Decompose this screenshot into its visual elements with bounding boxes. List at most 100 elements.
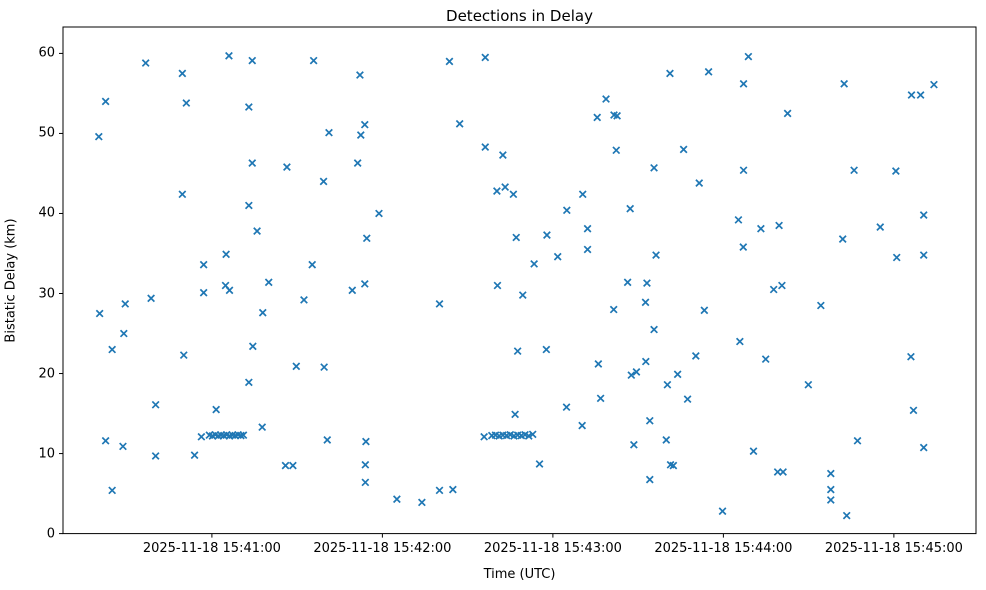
data-point — [916, 91, 925, 99]
data-point — [258, 423, 267, 432]
data-point — [178, 190, 187, 199]
data-point — [826, 485, 835, 494]
x-tick-label: 2025-11-18 15:42:00 — [313, 540, 452, 556]
data-point — [553, 252, 562, 261]
data-point — [666, 69, 674, 78]
data-point — [679, 145, 688, 154]
data-point — [718, 507, 727, 516]
data-point — [892, 253, 901, 262]
data-point — [756, 224, 765, 233]
data-point — [513, 347, 522, 356]
data-point — [535, 460, 544, 468]
data-point — [739, 79, 748, 88]
data-point — [838, 235, 847, 243]
data-point — [199, 260, 208, 269]
data-point — [264, 278, 273, 287]
data-point — [292, 362, 301, 371]
data-point — [530, 259, 539, 268]
data-point — [141, 59, 150, 67]
data-point — [199, 288, 208, 297]
data-point — [308, 260, 317, 269]
data-point — [695, 179, 704, 187]
data-point — [578, 421, 587, 430]
data-point — [248, 342, 257, 351]
y-tick-label: 50 — [38, 125, 55, 141]
data-point — [178, 69, 187, 78]
data-point — [593, 113, 602, 122]
data-point — [248, 56, 257, 65]
data-point — [641, 357, 650, 366]
axes-frame — [62, 26, 977, 535]
data-point — [542, 345, 551, 354]
data-point — [645, 475, 654, 484]
data-point — [362, 437, 370, 446]
data-point — [95, 309, 104, 318]
data-point — [348, 286, 357, 295]
data-point — [300, 296, 308, 304]
data-point — [360, 120, 369, 129]
data-point — [225, 286, 234, 295]
data-point — [119, 329, 128, 338]
data-point — [919, 443, 928, 452]
data-point — [650, 325, 658, 334]
data-point — [147, 294, 155, 303]
data-point — [704, 67, 713, 76]
data-point — [761, 355, 770, 364]
data-point — [197, 432, 206, 441]
y-axis-label: Bistatic Delay (km) — [3, 218, 19, 343]
data-point — [455, 119, 464, 128]
data-point — [629, 440, 638, 449]
data-point — [361, 460, 370, 469]
data-point — [826, 496, 835, 504]
data-point — [212, 405, 221, 414]
data-point — [842, 511, 851, 520]
data-point — [151, 452, 160, 460]
data-point — [778, 281, 786, 290]
data-point — [281, 461, 290, 470]
data-point — [283, 163, 291, 171]
data-point — [244, 378, 253, 387]
y-tick-label: 0 — [46, 526, 55, 542]
chart-title: Detections in Delay — [446, 7, 593, 25]
data-point — [650, 163, 658, 172]
data-point — [907, 352, 915, 361]
data-point — [417, 498, 426, 507]
data-point — [121, 300, 130, 308]
data-point — [528, 430, 537, 439]
data-point — [826, 469, 835, 478]
data-point — [919, 211, 928, 219]
scatter-markers — [94, 51, 938, 520]
data-point — [641, 298, 650, 307]
data-point — [361, 478, 370, 487]
data-point — [518, 291, 527, 300]
data-point — [739, 243, 748, 251]
data-point — [288, 461, 297, 470]
data-point — [445, 57, 454, 66]
tick-marks — [59, 52, 895, 538]
data-point — [734, 215, 743, 224]
data-point — [662, 436, 671, 444]
data-point — [683, 395, 692, 404]
data-point — [480, 432, 489, 441]
data-point — [101, 97, 110, 106]
data-point — [562, 206, 571, 215]
data-point — [108, 345, 117, 354]
data-point — [739, 166, 748, 175]
y-tick-label: 60 — [38, 45, 55, 61]
data-point — [309, 56, 318, 65]
data-point — [511, 410, 519, 419]
data-point — [700, 306, 709, 315]
data-point — [744, 52, 753, 61]
data-point — [362, 234, 371, 243]
data-point — [783, 109, 792, 118]
data-point — [779, 468, 787, 476]
data-point — [850, 166, 858, 175]
data-point — [853, 436, 862, 445]
data-point — [840, 79, 849, 88]
data-point — [583, 245, 592, 254]
data-point — [626, 204, 635, 213]
data-point — [501, 183, 510, 191]
data-point — [498, 151, 507, 159]
